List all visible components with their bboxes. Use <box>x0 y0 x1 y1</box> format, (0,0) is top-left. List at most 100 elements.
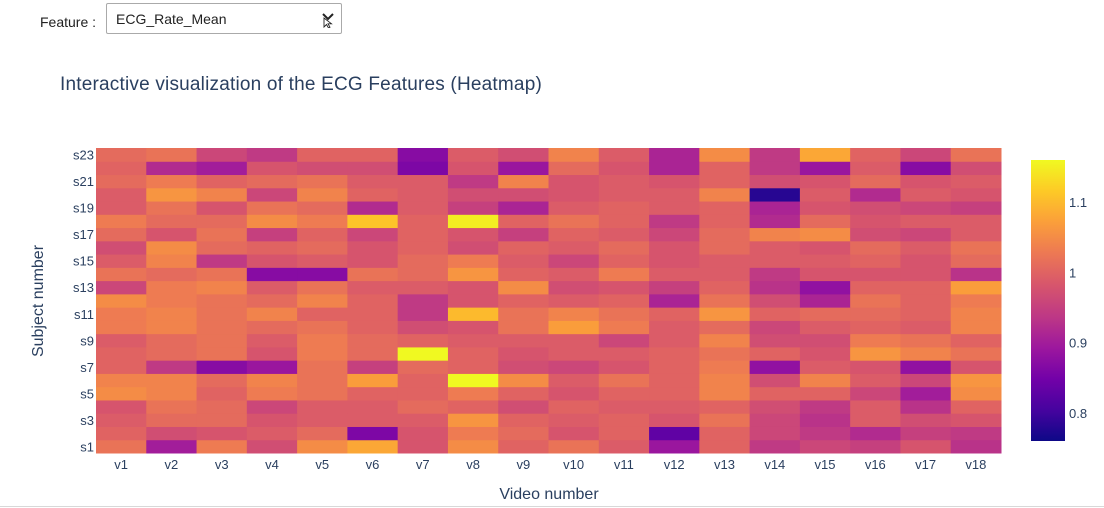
heatmap-cell[interactable] <box>548 227 600 242</box>
heatmap-cell[interactable] <box>900 240 952 255</box>
heatmap-cell[interactable] <box>850 174 901 189</box>
heatmap-cell[interactable] <box>347 267 399 282</box>
heatmap-cell[interactable] <box>900 174 952 189</box>
heatmap-cell[interactable] <box>297 399 348 414</box>
heatmap-cell[interactable] <box>699 399 751 414</box>
heatmap-cell[interactable] <box>347 227 399 242</box>
heatmap-cell[interactable] <box>297 240 348 255</box>
heatmap-cell[interactable] <box>649 439 700 454</box>
heatmap-cell[interactable] <box>548 174 600 189</box>
heatmap-cell[interactable] <box>749 333 801 348</box>
heatmap-cell[interactable] <box>598 267 650 282</box>
heatmap-cell[interactable] <box>900 413 952 427</box>
heatmap-cell[interactable] <box>799 240 851 255</box>
heatmap-cell[interactable] <box>397 386 449 401</box>
heatmap-cell[interactable] <box>397 254 449 268</box>
heatmap-cell[interactable] <box>649 413 700 427</box>
heatmap-cell[interactable] <box>649 148 700 162</box>
heatmap-cell[interactable] <box>699 293 751 308</box>
heatmap-cell[interactable] <box>749 174 801 189</box>
heatmap-cell[interactable] <box>96 373 147 388</box>
heatmap-cell[interactable] <box>447 439 499 454</box>
heatmap-cell[interactable] <box>146 280 198 295</box>
heatmap-cell[interactable] <box>246 386 298 401</box>
heatmap-cell[interactable] <box>699 373 751 388</box>
heatmap-cell[interactable] <box>447 413 499 427</box>
heatmap-cell[interactable] <box>749 187 801 202</box>
heatmap-cell[interactable] <box>598 307 650 321</box>
heatmap-cell[interactable] <box>699 386 751 401</box>
heatmap-cell[interactable] <box>598 293 650 308</box>
heatmap-cell[interactable] <box>548 333 600 348</box>
chevron-down-icon[interactable] <box>321 10 335 28</box>
heatmap-cell[interactable] <box>799 293 851 308</box>
heatmap-cell[interactable] <box>699 307 751 321</box>
heatmap-cell[interactable] <box>447 214 499 229</box>
heatmap-cell[interactable] <box>548 148 600 162</box>
heatmap-cell[interactable] <box>699 161 751 176</box>
heatmap-cell[interactable] <box>146 174 198 189</box>
heatmap-cell[interactable] <box>548 293 600 308</box>
heatmap-cell[interactable] <box>397 148 449 162</box>
heatmap-cell[interactable] <box>196 267 248 282</box>
heatmap-cell[interactable] <box>749 254 801 268</box>
heatmap-cell[interactable] <box>699 320 751 335</box>
heatmap-cell[interactable] <box>799 214 851 229</box>
heatmap-cell[interactable] <box>146 254 198 268</box>
heatmap-cell[interactable] <box>749 360 801 374</box>
heatmap-cell[interactable] <box>548 201 600 215</box>
heatmap-cell[interactable] <box>850 373 901 388</box>
heatmap-cell[interactable] <box>146 240 198 255</box>
heatmap-cell[interactable] <box>950 320 1002 335</box>
heatmap-cell[interactable] <box>699 267 751 282</box>
heatmap-cell[interactable] <box>950 187 1002 202</box>
heatmap-cell[interactable] <box>649 187 700 202</box>
heatmap-cell[interactable] <box>598 227 650 242</box>
heatmap-cell[interactable] <box>548 360 600 374</box>
heatmap-cell[interactable] <box>498 267 549 282</box>
heatmap-cell[interactable] <box>397 439 449 454</box>
heatmap-cell[interactable] <box>598 161 650 176</box>
heatmap-cell[interactable] <box>146 373 198 388</box>
heatmap-cell[interactable] <box>96 386 147 401</box>
heatmap-cell[interactable] <box>498 307 549 321</box>
heatmap-cell[interactable] <box>196 346 248 361</box>
heatmap-cell[interactable] <box>749 373 801 388</box>
heatmap-cell[interactable] <box>799 187 851 202</box>
heatmap-cell[interactable] <box>699 280 751 295</box>
heatmap-cell[interactable] <box>950 267 1002 282</box>
heatmap-cell[interactable] <box>96 227 147 242</box>
heatmap-cell[interactable] <box>347 399 399 414</box>
heatmap-cell[interactable] <box>900 373 952 388</box>
heatmap-cell[interactable] <box>246 333 298 348</box>
heatmap-cell[interactable] <box>900 280 952 295</box>
heatmap-cell[interactable] <box>96 320 147 335</box>
heatmap-cell[interactable] <box>548 254 600 268</box>
heatmap-cell[interactable] <box>598 386 650 401</box>
heatmap-cell[interactable] <box>799 346 851 361</box>
heatmap-cell[interactable] <box>96 280 147 295</box>
heatmap-cell[interactable] <box>246 227 298 242</box>
heatmap-cell[interactable] <box>699 214 751 229</box>
heatmap-cell[interactable] <box>297 307 348 321</box>
heatmap-cell[interactable] <box>397 413 449 427</box>
heatmap-cell[interactable] <box>196 293 248 308</box>
heatmap-cell[interactable] <box>498 426 549 441</box>
heatmap-cell[interactable] <box>447 373 499 388</box>
heatmap-cell[interactable] <box>498 187 549 202</box>
heatmap-cell[interactable] <box>950 413 1002 427</box>
heatmap-cell[interactable] <box>246 201 298 215</box>
heatmap-cell[interactable] <box>96 254 147 268</box>
heatmap-cell[interactable] <box>498 346 549 361</box>
heatmap-cell[interactable] <box>799 333 851 348</box>
heatmap-cell[interactable] <box>246 439 298 454</box>
heatmap-cell[interactable] <box>548 187 600 202</box>
heatmap-cell[interactable] <box>649 426 700 441</box>
heatmap-cell[interactable] <box>649 201 700 215</box>
heatmap-cell[interactable] <box>246 360 298 374</box>
heatmap-cell[interactable] <box>297 254 348 268</box>
heatmap-cell[interactable] <box>146 360 198 374</box>
heatmap-cell[interactable] <box>146 293 198 308</box>
heatmap-cell[interactable] <box>598 320 650 335</box>
heatmap-cell[interactable] <box>96 346 147 361</box>
